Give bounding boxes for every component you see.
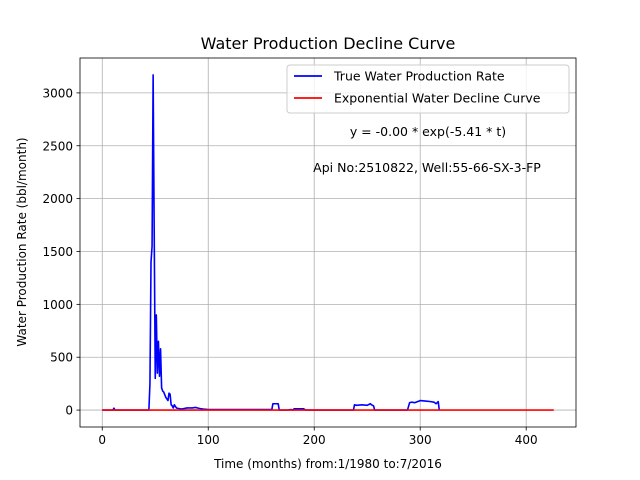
chart-title: Water Production Decline Curve (201, 34, 456, 53)
legend-label-true: True Water Production Rate (333, 69, 505, 84)
y-tick-label: 2000 (42, 192, 73, 206)
x-tick-label: 100 (197, 433, 220, 447)
x-axis-label: Time (months) from:1/1980 to:7/2016 (213, 457, 442, 471)
grid (80, 58, 576, 427)
plot-frame (79, 57, 577, 428)
x-tick-label: 200 (303, 433, 326, 447)
y-tick-label: 0 (65, 404, 73, 418)
series-group (102, 74, 554, 411)
plot-area (80, 58, 576, 427)
x-tick-label: 400 (515, 433, 538, 447)
annotation-well: Api No:2510822, Well:55-66-SX-3-FP (313, 160, 541, 175)
annotation-equation: y = -0.00 * exp(-5.41 * t) (350, 124, 506, 139)
legend-box (286, 64, 570, 114)
y-tick-label: 3000 (42, 86, 73, 100)
y-tick-label: 1500 (42, 245, 73, 259)
x-tick-label: 300 (409, 433, 432, 447)
y-tick-label: 2500 (42, 139, 73, 153)
x-tick-label: 0 (98, 433, 106, 447)
y-axis-label: Water Production Rate (bbl/month) (15, 137, 29, 346)
y-tick-label: 1000 (42, 298, 73, 312)
legend-label-exponential: Exponential Water Decline Curve (334, 91, 541, 106)
legend: True Water Production Rate Exponential W… (286, 64, 570, 114)
ticks: 0 100 200 300 400 0 500 1000 1500 2000 2500 3000 (42, 86, 537, 447)
y-tick-label: 500 (50, 351, 73, 365)
